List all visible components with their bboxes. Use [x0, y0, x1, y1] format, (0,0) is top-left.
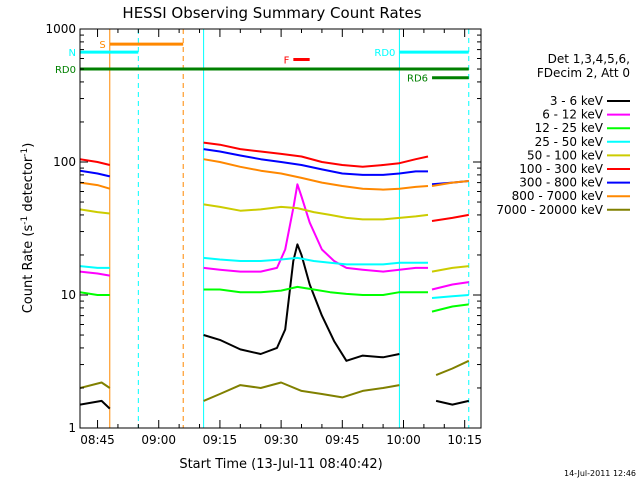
series-line	[431, 265, 469, 273]
x-tick-label: 09:45	[325, 433, 360, 447]
series-line	[203, 243, 400, 362]
y-axis-label-sup: -1	[20, 216, 30, 225]
series-line	[80, 158, 111, 166]
y-tick-label: 100	[53, 155, 76, 169]
legend-label: 12 - 25 keV	[535, 121, 604, 135]
series-line	[80, 381, 111, 389]
y-tick-label: 10	[61, 288, 76, 302]
series-line	[80, 169, 111, 178]
y-axis-label-part: )	[21, 143, 36, 148]
legend-label: 6 - 12 keV	[542, 108, 604, 122]
state-bar-label: F	[284, 55, 290, 66]
state-bar-label: S	[99, 40, 105, 51]
series-line	[80, 399, 111, 410]
series-line	[80, 181, 111, 190]
series-line	[435, 399, 470, 406]
x-tick-label: 10:15	[447, 433, 482, 447]
legend-label: 50 - 100 keV	[527, 148, 604, 162]
series-line	[80, 291, 110, 296]
y-axis-label-sup: -1	[20, 148, 30, 157]
legend-header: FDecim 2, Att 0	[537, 66, 630, 80]
footer-date: 14-Jul-2011 12:46	[564, 469, 636, 478]
series-line	[203, 141, 429, 168]
series-line	[431, 303, 469, 313]
x-tick-label: 09:00	[141, 433, 176, 447]
plot-area: S N F RD0 RD0 RD6	[55, 29, 470, 428]
legend-label: 300 - 800 keV	[519, 176, 603, 190]
series-line	[431, 294, 469, 299]
series-line	[431, 213, 469, 222]
series-line	[203, 256, 428, 266]
x-axis: 08:45 09:00 09:15 09:30 09:45 10:00 10:15	[80, 29, 482, 447]
legend-label: 100 - 300 keV	[519, 162, 603, 176]
state-bar-label: RD0	[374, 48, 395, 59]
legend: Det 1,3,4,5,6, FDecim 2, Att 0 3 - 6 keV…	[496, 52, 630, 217]
series-line	[431, 281, 469, 291]
series-line	[431, 180, 469, 187]
series-line	[203, 381, 400, 402]
state-bar-label: N	[69, 48, 76, 59]
x-tick-label: 09:30	[264, 433, 299, 447]
y-axis-label: Count Rate (s-1 detector-1)	[20, 143, 36, 314]
y-axis: 1 10 100 1000	[45, 22, 481, 435]
series-line	[80, 265, 110, 269]
x-tick-label: 10:00	[386, 433, 421, 447]
series-line	[435, 359, 470, 377]
legend-label: 7000 - 20000 keV	[496, 203, 603, 217]
legend-header: Det 1,3,4,5,6,	[548, 52, 630, 66]
x-tick-label: 09:15	[203, 433, 238, 447]
y-tick-label: 1	[68, 421, 76, 435]
x-axis-label: Start Time (13-Jul-11 08:40:42)	[179, 457, 382, 472]
legend-label: 800 - 7000 keV	[512, 189, 604, 203]
x-tick-label: 08:45	[80, 433, 115, 447]
series-line	[203, 285, 428, 296]
state-bar-label: RD0	[55, 65, 76, 76]
series-line	[203, 148, 428, 176]
state-bar-label: RD6	[407, 74, 428, 85]
y-axis-label-part: Count Rate (s	[21, 225, 36, 314]
chart-title: HESSI Observing Summary Count Rates	[122, 4, 421, 22]
series-line	[203, 158, 429, 191]
y-tick-label: 1000	[45, 22, 76, 36]
legend-label: 3 - 6 keV	[550, 94, 604, 108]
series-line	[80, 208, 110, 215]
plot-frame	[79, 28, 482, 429]
legend-label: 25 - 50 keV	[535, 135, 604, 149]
series-line	[80, 270, 110, 277]
series-line	[203, 203, 429, 221]
y-axis-label-part: detector	[21, 156, 36, 216]
